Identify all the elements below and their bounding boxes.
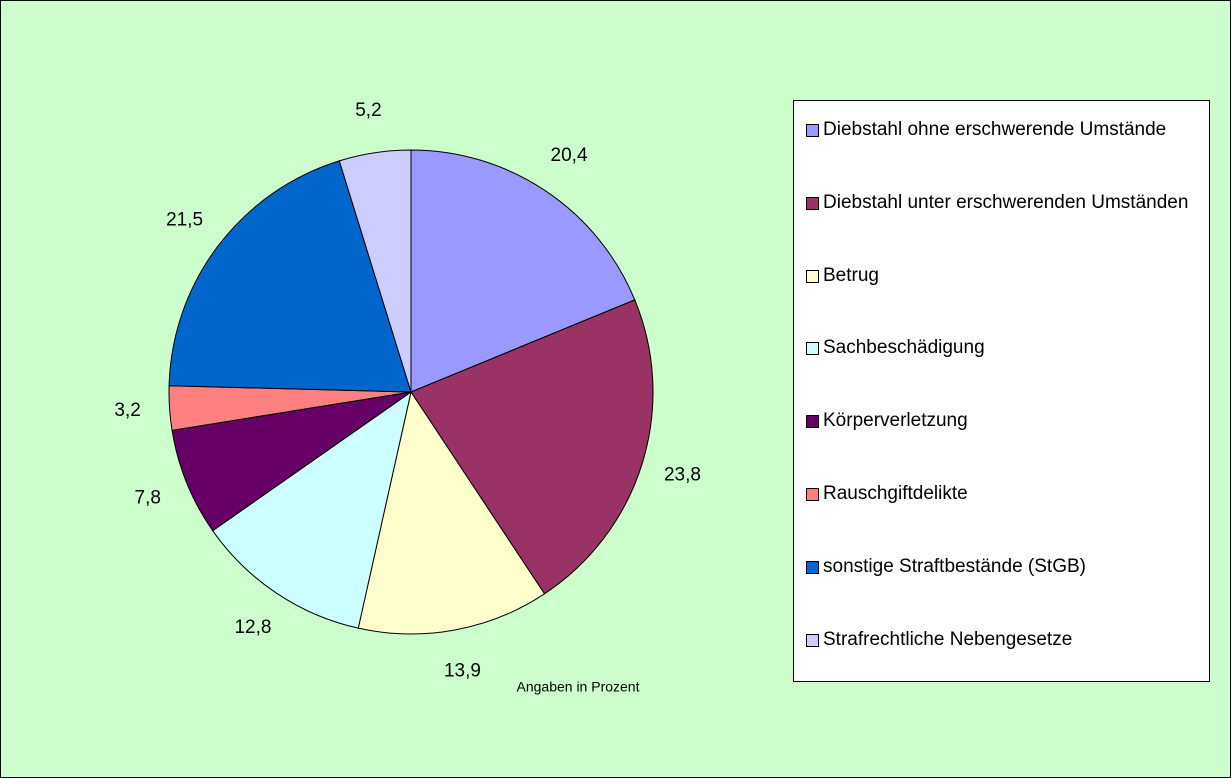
legend-swatch [806,633,819,647]
data-label: 7,8 [135,488,161,509]
legend-label: Körperverletzung [823,410,968,432]
pie-slice [338,149,412,393]
legend-item: Betrug [806,263,1201,336]
data-label: 20,4 [551,145,588,166]
legend-item: Sachbeschädigung [806,335,1201,408]
data-label: 13,9 [444,660,481,681]
pie-slice [410,299,654,595]
legend-item: sonstige Straftbestände (StGB) [806,554,1201,627]
legend-label: Diebstahl unter erschwerenden Umständen [823,191,1189,213]
legend-item: Körperverletzung [806,408,1201,481]
legend-item: Diebstahl unter erschwerenden Umständen [806,190,1201,263]
data-label: 21,5 [166,210,203,231]
legend-label: Strafrechtliche Nebengesetze [823,628,1073,650]
legend-label: Betrug [823,264,879,286]
legend-item: Strafrechtliche Nebengesetze [806,627,1201,700]
legend-label: sonstige Straftbestände (StGB) [823,555,1086,577]
legend-swatch [806,415,819,429]
legend-swatch [806,196,819,210]
legend-swatch [806,124,819,137]
legend-label: Sachbeschädigung [823,337,985,359]
data-label: 5,2 [355,100,381,121]
legend-swatch [806,269,819,283]
legend-label: Diebstahl ohne erschwerende Umstände [823,119,1167,140]
legend-item: Rauschgiftdelikte [806,481,1201,554]
legend-label: Rauschgiftdelikte [823,482,968,504]
legend-swatch [806,487,819,501]
annotation: Angaben in Prozent [517,679,640,695]
pie-slice [171,391,412,532]
pie-slice [212,390,412,629]
legend-swatch [806,560,819,574]
legend-item: Diebstahl ohne erschwerende Umstände [806,117,1201,190]
data-label: 23,8 [664,464,701,485]
legend-swatch [806,342,819,356]
data-label: 12,8 [234,617,271,638]
pie-slice [410,149,636,393]
pie-slice [357,390,546,635]
legend: Diebstahl ohne erschwerende Umstände Dieb… [793,100,1210,682]
pie-slice [168,160,412,393]
data-label: 3,2 [114,400,140,421]
